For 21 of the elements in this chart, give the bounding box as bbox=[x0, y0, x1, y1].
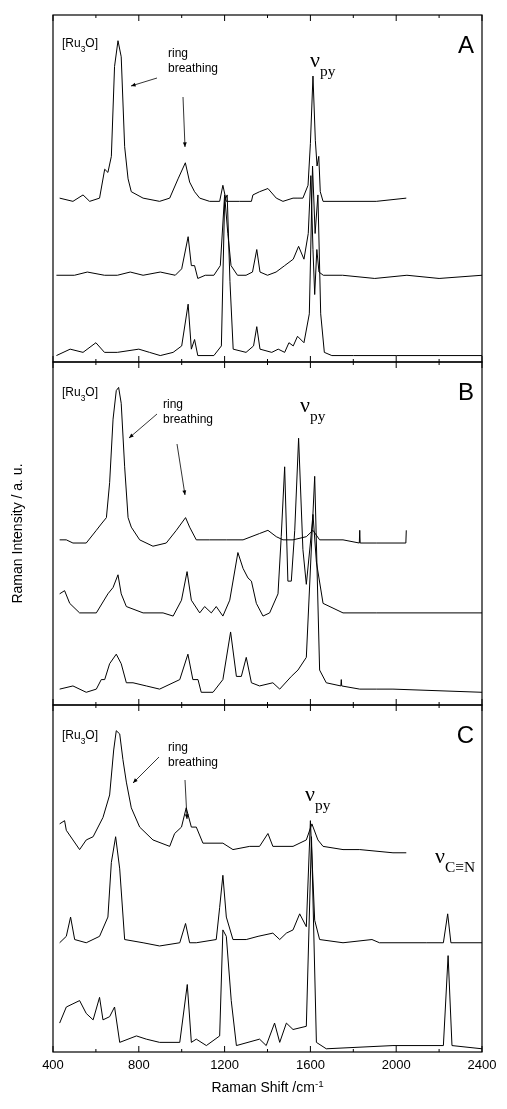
annotation: ring breathing bbox=[168, 740, 219, 769]
x-tick-label: 2000 bbox=[381, 1057, 411, 1072]
x-tick-label: 800 bbox=[127, 1057, 150, 1072]
chart-title: B bbox=[457, 378, 474, 405]
x-tick-label: 400 bbox=[42, 1057, 64, 1072]
annotation: [Ru$_{3}$O] bbox=[62, 36, 99, 54]
annotation: ring breathing bbox=[168, 46, 219, 75]
annotation: ring breathing bbox=[163, 397, 214, 426]
x-tick-label: 2400 bbox=[467, 1057, 497, 1072]
annotation: [Ru$_{3}$O] bbox=[62, 728, 99, 746]
annotation: [Ru$_{3}$O] bbox=[62, 385, 99, 403]
chart-title: C bbox=[456, 721, 474, 748]
annotation: ν$_{C≡N}$ bbox=[435, 843, 476, 875]
x-axis-title: Raman Shift /cm$^{-1}$ bbox=[211, 1077, 324, 1095]
annotation: ν$_{py}$ bbox=[300, 392, 326, 424]
chart-title: A bbox=[457, 31, 474, 58]
x-tick-label: 1600 bbox=[295, 1057, 325, 1072]
annotation: ν$_{py}$ bbox=[310, 47, 336, 79]
x-tick-label: 1200 bbox=[210, 1057, 240, 1072]
y-axis-title: Raman Intensity / a. u. bbox=[9, 463, 25, 604]
annotation: ν$_{py}$ bbox=[305, 781, 331, 813]
